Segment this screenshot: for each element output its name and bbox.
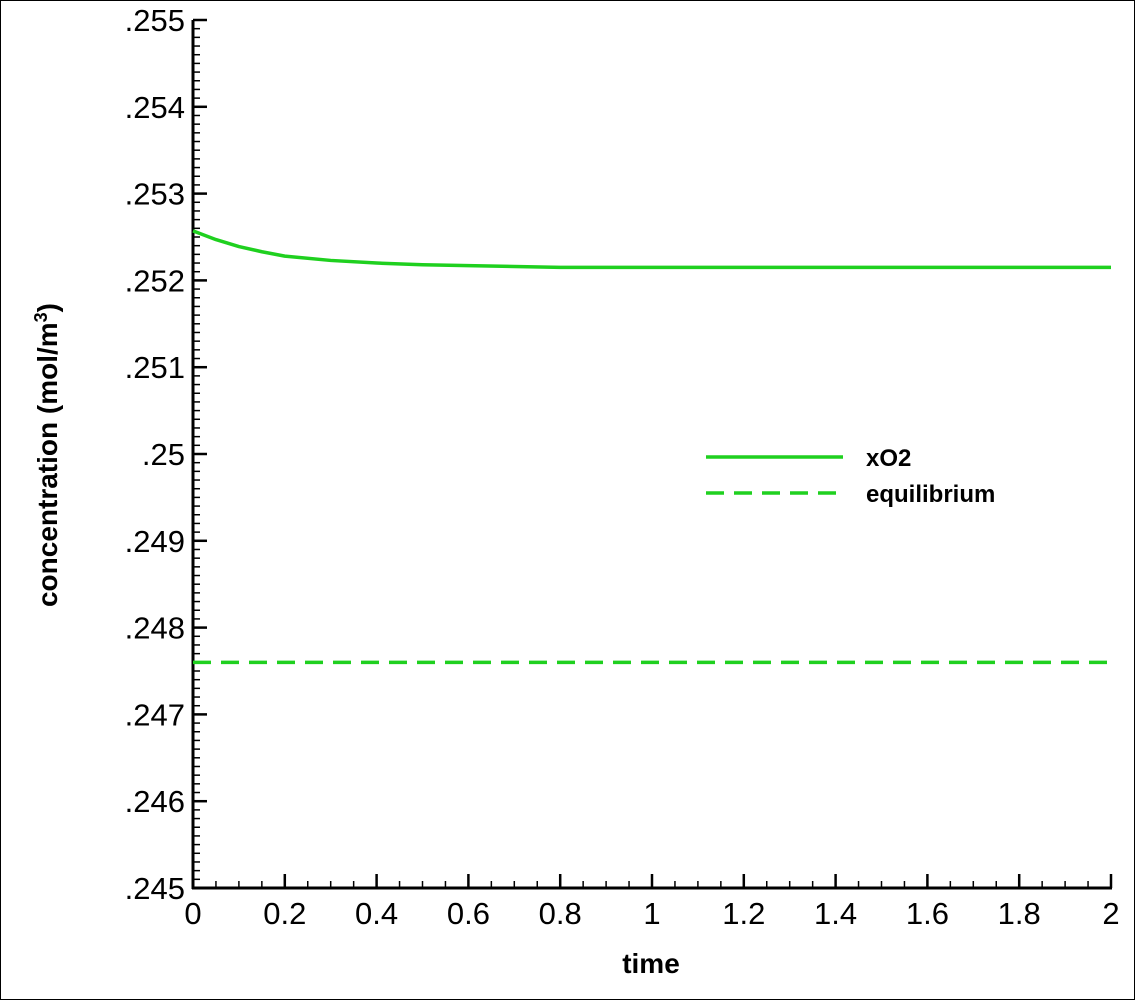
x-tick-label: 1.4	[814, 896, 857, 931]
y-tick-label: .249	[125, 524, 185, 559]
y-tick-label: .246	[125, 784, 185, 819]
legend: xO2 equilibrium	[706, 445, 995, 508]
y-tick-label: .25	[142, 437, 185, 472]
x-tick-label: 1	[643, 896, 660, 931]
y-tick-label: .245	[125, 871, 185, 906]
y-axis-label: concentration (mol/m3)	[31, 303, 63, 607]
y-tick-label: .252	[125, 263, 185, 298]
y-axis-label-superscript: 3	[31, 312, 51, 322]
legend-label-equilibrium: equilibrium	[866, 481, 995, 508]
axes: 0 0.2 0.4 0.6 0.8 1 1.2 1.4 1.6 1.8 2 .245 .246 .247.…	[125, 3, 1120, 931]
y-tick-label: .251	[125, 350, 185, 385]
x-axis-label: time	[622, 948, 680, 979]
x-tick-label: 2	[1102, 896, 1119, 931]
y-tick-label: .247	[125, 697, 185, 732]
y-axis-label-text: concentration (mol/m	[32, 322, 63, 607]
x-tick-label: 1.6	[906, 896, 949, 931]
series-xo2-line	[192, 229, 1111, 270]
series-lines	[192, 229, 1111, 665]
x-tick-label: 0.6	[447, 896, 490, 931]
x-tick-label: 1.2	[722, 896, 765, 931]
y-tick-label: .255	[125, 3, 185, 38]
y-tick-label: .248	[125, 611, 185, 646]
legend-label-xo2: xO2	[866, 445, 911, 472]
x-tick-label: 1.8	[998, 896, 1041, 931]
x-tick-label: 0.8	[539, 896, 582, 931]
y-tick-label: .253	[125, 177, 185, 212]
x-tick-label: 0.2	[263, 896, 306, 931]
x-tick-label: 0.4	[355, 896, 398, 931]
y-tick-label: .254	[125, 90, 185, 125]
x-tick-label: 0	[184, 896, 201, 931]
y-axis-label-close: )	[32, 303, 63, 312]
